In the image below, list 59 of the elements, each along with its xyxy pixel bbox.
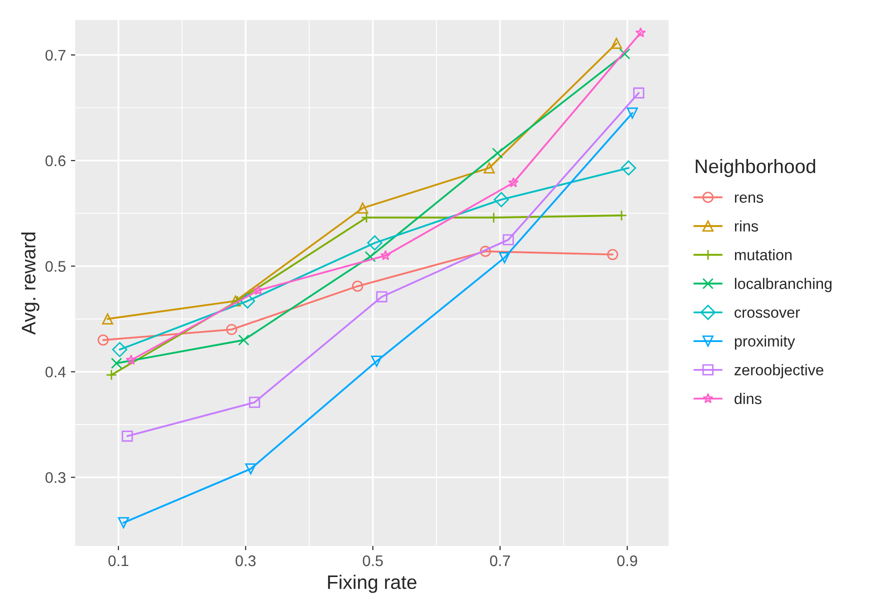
x-tick-label: 0.7 bbox=[490, 555, 510, 566]
point bbox=[616, 210, 628, 222]
y-tick-label: 0.4 bbox=[45, 366, 66, 378]
x-tick-label: 0.5 bbox=[362, 555, 383, 566]
point bbox=[380, 250, 391, 260]
point bbox=[226, 324, 238, 336]
point bbox=[484, 162, 495, 174]
legend-label: rens bbox=[734, 194, 764, 203]
legend-label: localbranching bbox=[734, 278, 832, 292]
point bbox=[610, 38, 622, 49]
point bbox=[248, 396, 260, 408]
y-tick-label: 0.5 bbox=[45, 261, 66, 272]
point bbox=[492, 148, 504, 159]
point bbox=[371, 356, 382, 367]
point bbox=[238, 334, 250, 346]
point bbox=[508, 177, 519, 188]
point bbox=[126, 354, 136, 365]
point bbox=[488, 212, 500, 224]
legend-label: proximity bbox=[734, 335, 796, 350]
point bbox=[112, 342, 128, 358]
point bbox=[633, 87, 644, 99]
point bbox=[364, 251, 376, 262]
point bbox=[102, 313, 114, 324]
point bbox=[98, 334, 109, 346]
y-tick-label: 0.7 bbox=[45, 50, 66, 61]
point bbox=[253, 284, 264, 296]
legend-label: mutation bbox=[734, 249, 792, 260]
y-tick-label: 0.3 bbox=[45, 472, 66, 484]
legend-title: Neighborhood bbox=[696, 158, 816, 178]
point bbox=[357, 202, 368, 214]
point bbox=[352, 280, 364, 292]
legend-label: dins bbox=[734, 392, 762, 404]
point bbox=[110, 358, 122, 369]
point bbox=[620, 160, 636, 176]
point bbox=[619, 48, 630, 60]
point bbox=[502, 234, 514, 246]
point bbox=[635, 27, 646, 38]
y-tick-label: 0.6 bbox=[45, 155, 66, 166]
x-tick-label: 0.1 bbox=[108, 555, 128, 566]
x-tick-label: 0.9 bbox=[617, 555, 638, 566]
point bbox=[367, 235, 382, 250]
x-tick-label: 0.3 bbox=[236, 555, 256, 566]
y-axis-title: Avg. reward bbox=[21, 232, 40, 335]
x-axis-title: Fixing rate bbox=[328, 574, 416, 593]
point bbox=[494, 192, 509, 208]
point bbox=[118, 517, 130, 528]
point bbox=[376, 291, 388, 302]
point bbox=[607, 248, 618, 260]
point bbox=[360, 212, 372, 224]
point bbox=[498, 252, 510, 264]
point bbox=[245, 463, 256, 474]
point bbox=[626, 107, 638, 119]
legend-label: rins bbox=[734, 220, 758, 232]
legend-label: crossover bbox=[734, 309, 800, 318]
legend-label: zeroobjective bbox=[734, 364, 824, 378]
point bbox=[122, 430, 133, 442]
point bbox=[240, 293, 256, 309]
point bbox=[106, 369, 117, 380]
point bbox=[480, 246, 491, 257]
